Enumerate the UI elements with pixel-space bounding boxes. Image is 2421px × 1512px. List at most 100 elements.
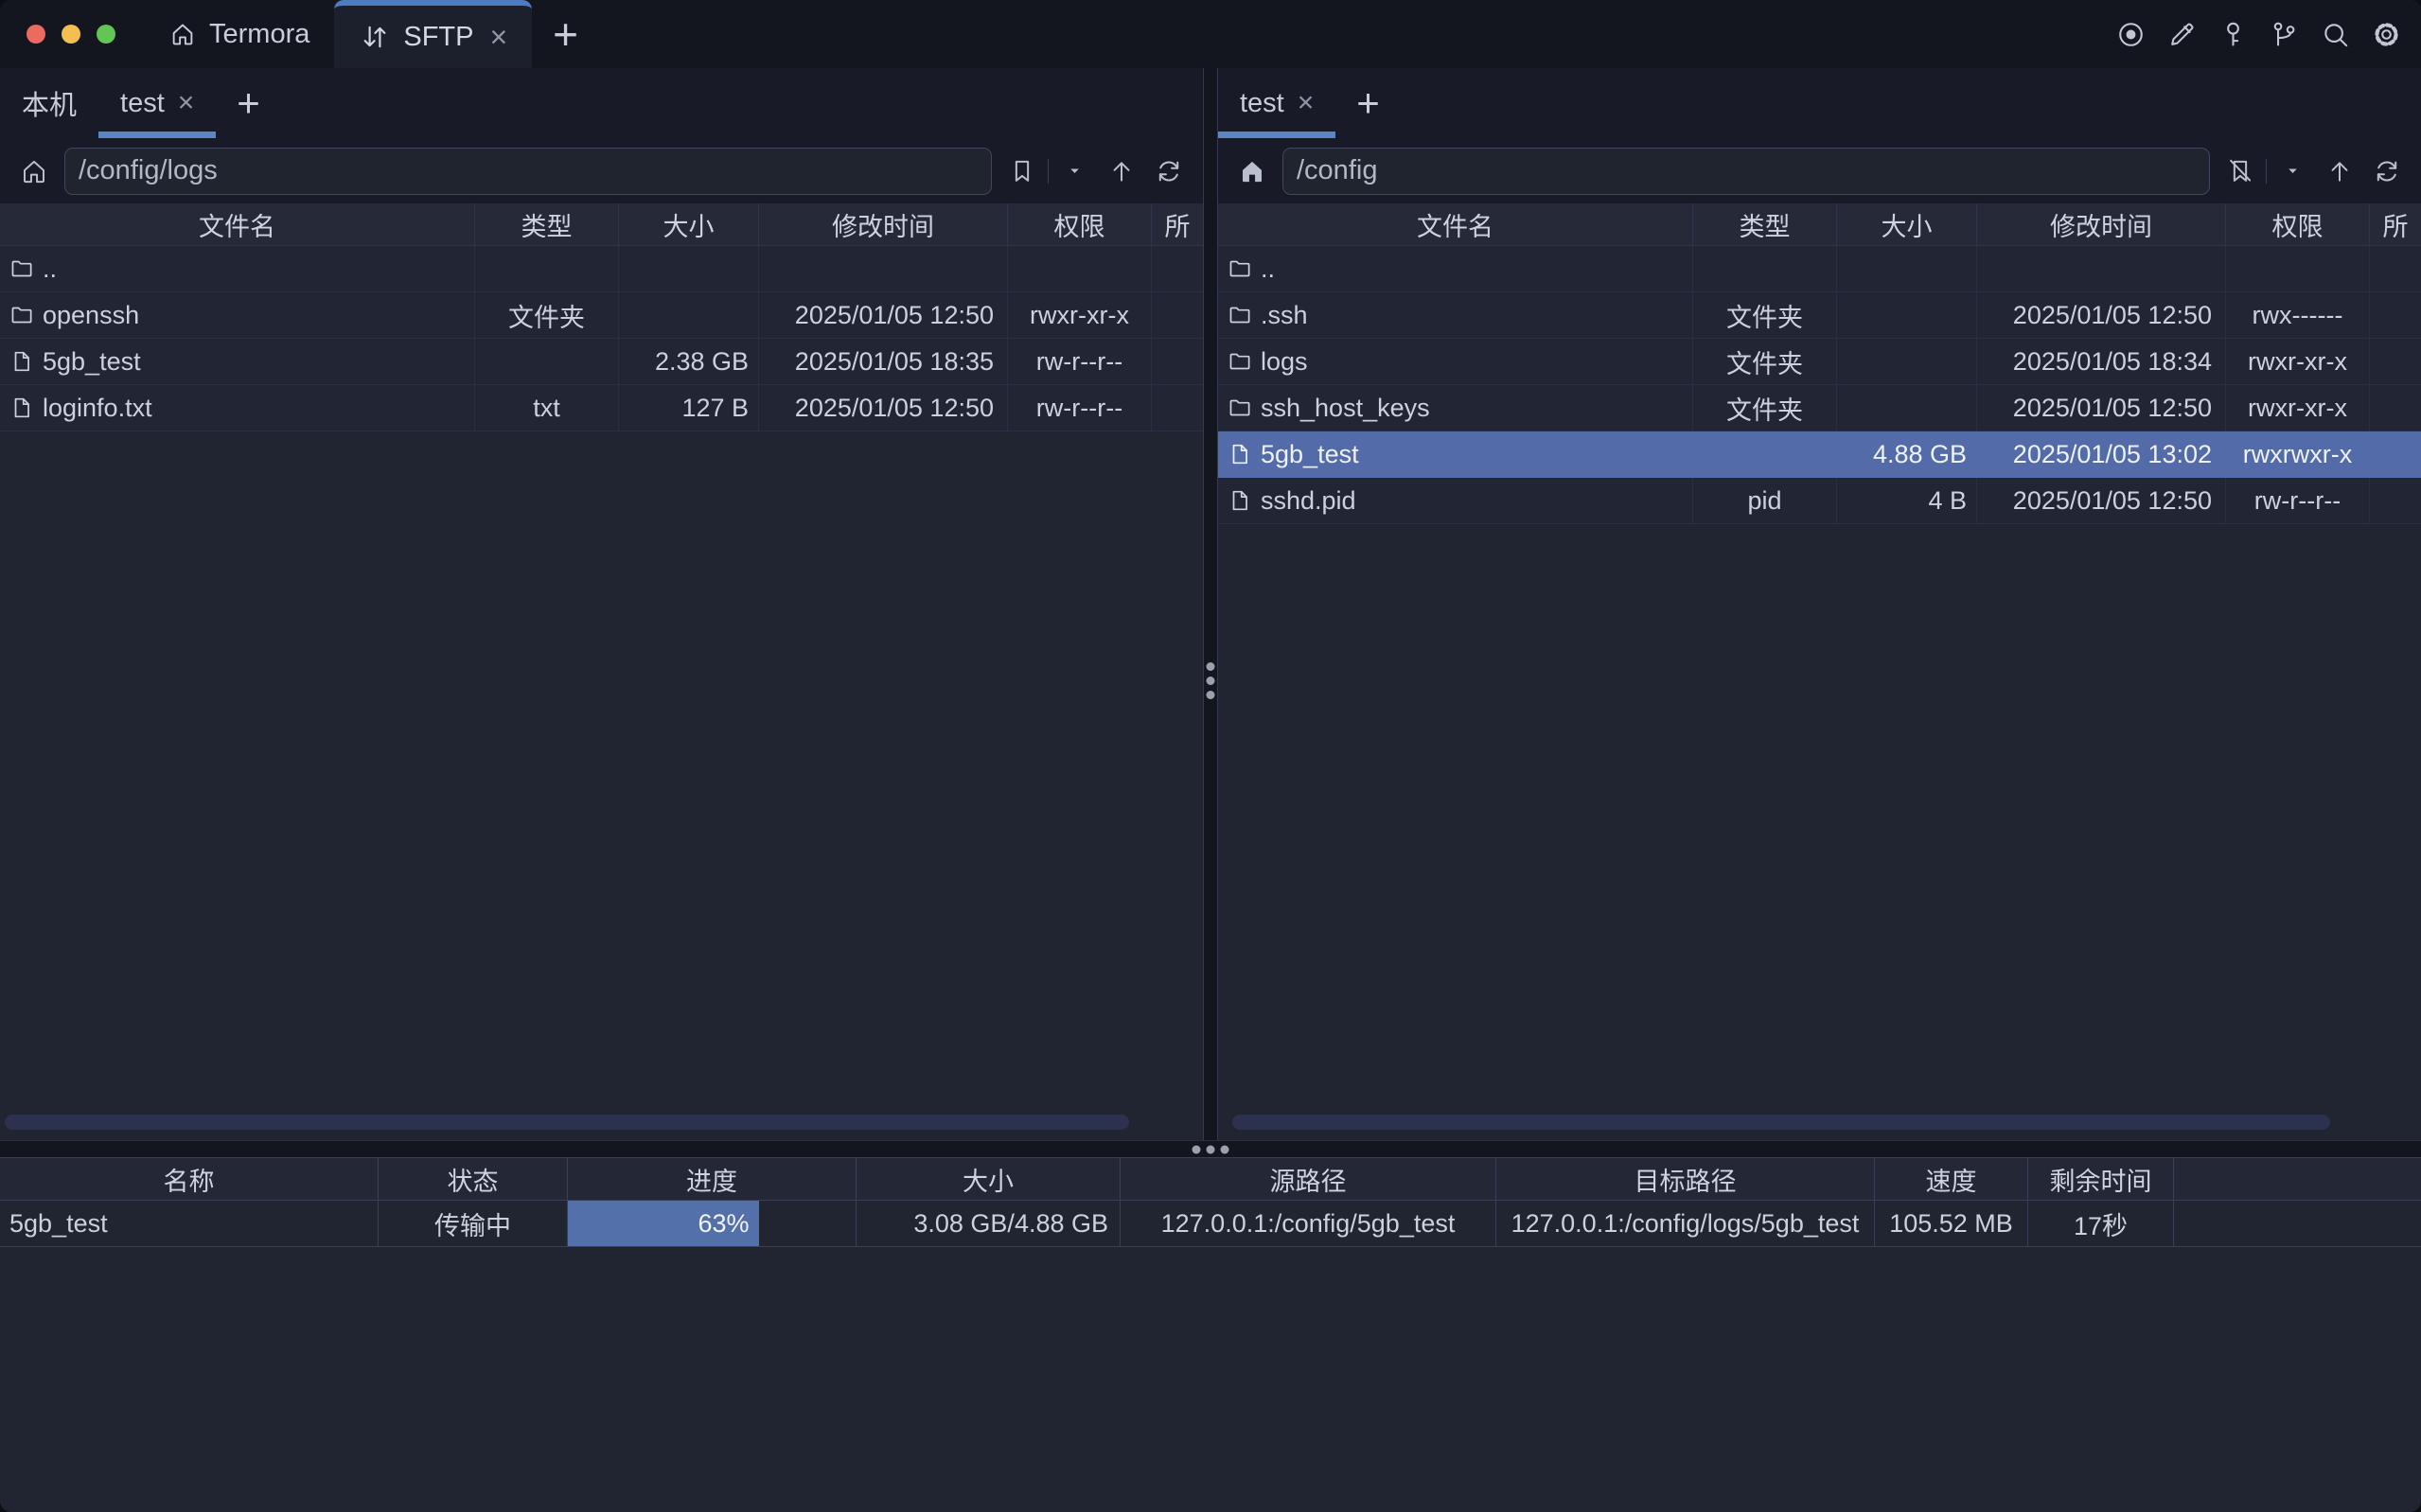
close-tab-icon[interactable]: × [177,87,195,118]
close-tab-icon[interactable]: × [1297,87,1315,118]
refresh-button[interactable] [2370,154,2404,188]
column-header[interactable]: 剩余时间 [2028,1158,2174,1201]
splitter-grip-icon [1206,662,1215,699]
home-button[interactable] [1235,154,1269,188]
chevron-down-icon [2288,168,2297,173]
file-row[interactable]: 5gb_test 4.88 GB 2025/01/05 13:02 rwxrwxr-x [1218,431,2421,478]
folder-icon [9,256,34,281]
pane-tab-test[interactable]: test × [98,68,216,138]
column-header[interactable]: 名称 [0,1158,379,1201]
path-input[interactable] [1282,147,2210,195]
pane-tab-test[interactable]: test × [1218,68,1335,138]
gear-icon [2375,22,2398,46]
splitter-grip-icon [1192,1145,1229,1153]
search-button[interactable] [2320,19,2351,50]
file-name: 5gb_test [43,346,141,376]
tab-sftp[interactable]: SFTP × [334,0,533,68]
column-header[interactable]: 修改时间 [759,203,1008,246]
key-icon [2227,22,2239,46]
column-header[interactable]: 大小 [619,203,759,246]
column-header[interactable]: 所 [2370,203,2421,246]
pane-tab-local[interactable]: 本机 [22,91,78,121]
new-window-tab-button[interactable]: + [553,9,579,59]
record-button[interactable] [2115,19,2147,50]
file-row[interactable]: logs 文件夹 2025/01/05 18:34 rwxr-xr-x [1218,339,2421,385]
file-row[interactable]: sshd.pid pid 4 B 2025/01/05 12:50 rw-r--r-- [1218,478,2421,524]
column-header[interactable]: 权限 [1008,203,1152,246]
bookmark-group [2223,154,2309,188]
file-name: logs [1261,346,1308,376]
horizontal-scrollbar[interactable] [1232,1115,2330,1130]
column-header[interactable]: 类型 [475,203,619,246]
folder-icon [9,303,34,327]
folder-icon [1228,303,1252,327]
right-table-header: 文件名 类型 大小 修改时间 权限所 [1218,203,2421,246]
divider [1048,158,1049,184]
column-header[interactable] [2174,1158,2421,1201]
file-row[interactable]: .ssh 文件夹 2025/01/05 12:50 rwx------ [1218,292,2421,339]
bookmark-dropdown-button[interactable] [2275,154,2309,188]
zoom-window-button[interactable] [97,25,115,44]
parent-directory-button[interactable] [1104,154,1139,188]
column-header[interactable]: 源路径 [1121,1158,1496,1201]
home-button[interactable] [17,154,51,188]
right-pane-new-tab-button[interactable]: + [1356,80,1380,125]
column-header[interactable]: 类型 [1693,203,1837,246]
folder-icon [1228,396,1252,420]
column-header[interactable]: 大小 [857,1158,1121,1201]
home-icon [172,24,193,45]
transfer-row[interactable]: 5gb_test 传输中 63% 3.08 GB/4.88 GB 127.0.0.1:/… [0,1201,2421,1247]
bookmark-dropdown-button[interactable] [1057,154,1091,188]
left-pane-new-tab-button[interactable]: + [237,80,260,125]
refresh-button[interactable] [1152,154,1186,188]
column-header[interactable]: 进度 [568,1158,857,1201]
file-icon [1228,442,1252,466]
file-row[interactable]: .. [1218,246,2421,292]
column-header[interactable]: 大小 [1837,203,1977,246]
horizontal-scrollbar[interactable] [5,1115,1129,1130]
progress-bar: 63% [568,1201,759,1246]
arrow-up-icon [2331,161,2348,182]
column-header[interactable]: 修改时间 [1977,203,2226,246]
file-row[interactable]: loginfo.txt txt 127 B 2025/01/05 12:50 rw-r-… [0,385,1203,431]
column-header[interactable]: 文件名 [0,203,475,246]
traffic-lights [0,0,115,68]
keychain-button[interactable] [2269,19,2300,50]
close-window-button[interactable] [27,25,45,44]
file-row[interactable]: openssh 文件夹 2025/01/05 12:50 rwxr-xr-x [0,292,1203,339]
bookmark-button[interactable] [1005,154,1039,188]
left-table-rows: .. openssh 文件夹 2025/01/05 12:50 rwxr-xr-x 5gb… [0,246,1203,431]
tab-termora-home[interactable]: Termora [144,0,334,68]
transfer-arrows-icon [363,26,386,48]
file-name: .. [1261,254,1276,283]
divider [2266,158,2267,184]
column-header[interactable]: 速度 [1875,1158,2028,1201]
vertical-splitter[interactable] [1203,68,1218,1140]
file-row[interactable]: ssh_host_keys 文件夹 2025/01/05 12:50 rwxr-xr-… [1218,385,2421,431]
left-file-pane: 本机 test × + [0,68,1203,1140]
parent-directory-button[interactable] [2323,154,2357,188]
file-row[interactable]: 5gb_test 2.38 GB 2025/01/05 18:35 rw-r--r-- [0,339,1203,385]
horizontal-splitter[interactable] [0,1140,2421,1157]
keys-button[interactable] [2218,19,2249,50]
minimize-window-button[interactable] [62,25,80,44]
search-icon [2324,23,2348,46]
column-header[interactable]: 权限 [2226,203,2370,246]
column-header[interactable]: 所 [1152,203,1203,246]
close-tab-icon[interactable]: × [489,20,508,54]
column-header[interactable]: 状态 [379,1158,568,1201]
bookmark-remove-button[interactable] [2223,154,2257,188]
settings-button[interactable] [2371,19,2402,50]
refresh-icon [1158,161,1179,181]
column-header[interactable]: 目标路径 [1496,1158,1875,1201]
edit-button[interactable] [2166,19,2198,50]
path-input[interactable] [64,147,992,195]
right-pane-tabs: test × + [1218,68,2421,138]
file-row[interactable]: .. [0,246,1203,292]
branch-icon [2273,22,2295,46]
transfer-panel: 名称 状态 进度 大小 源路径 目标路径 速度 剩余时间 5gb_test 传输中 63% 3.08… [0,1157,2421,1512]
file-icon [9,396,34,420]
titlebar: Termora SFTP × + [0,0,2421,68]
column-header[interactable]: 文件名 [1218,203,1693,246]
file-name: loginfo.txt [43,393,152,422]
